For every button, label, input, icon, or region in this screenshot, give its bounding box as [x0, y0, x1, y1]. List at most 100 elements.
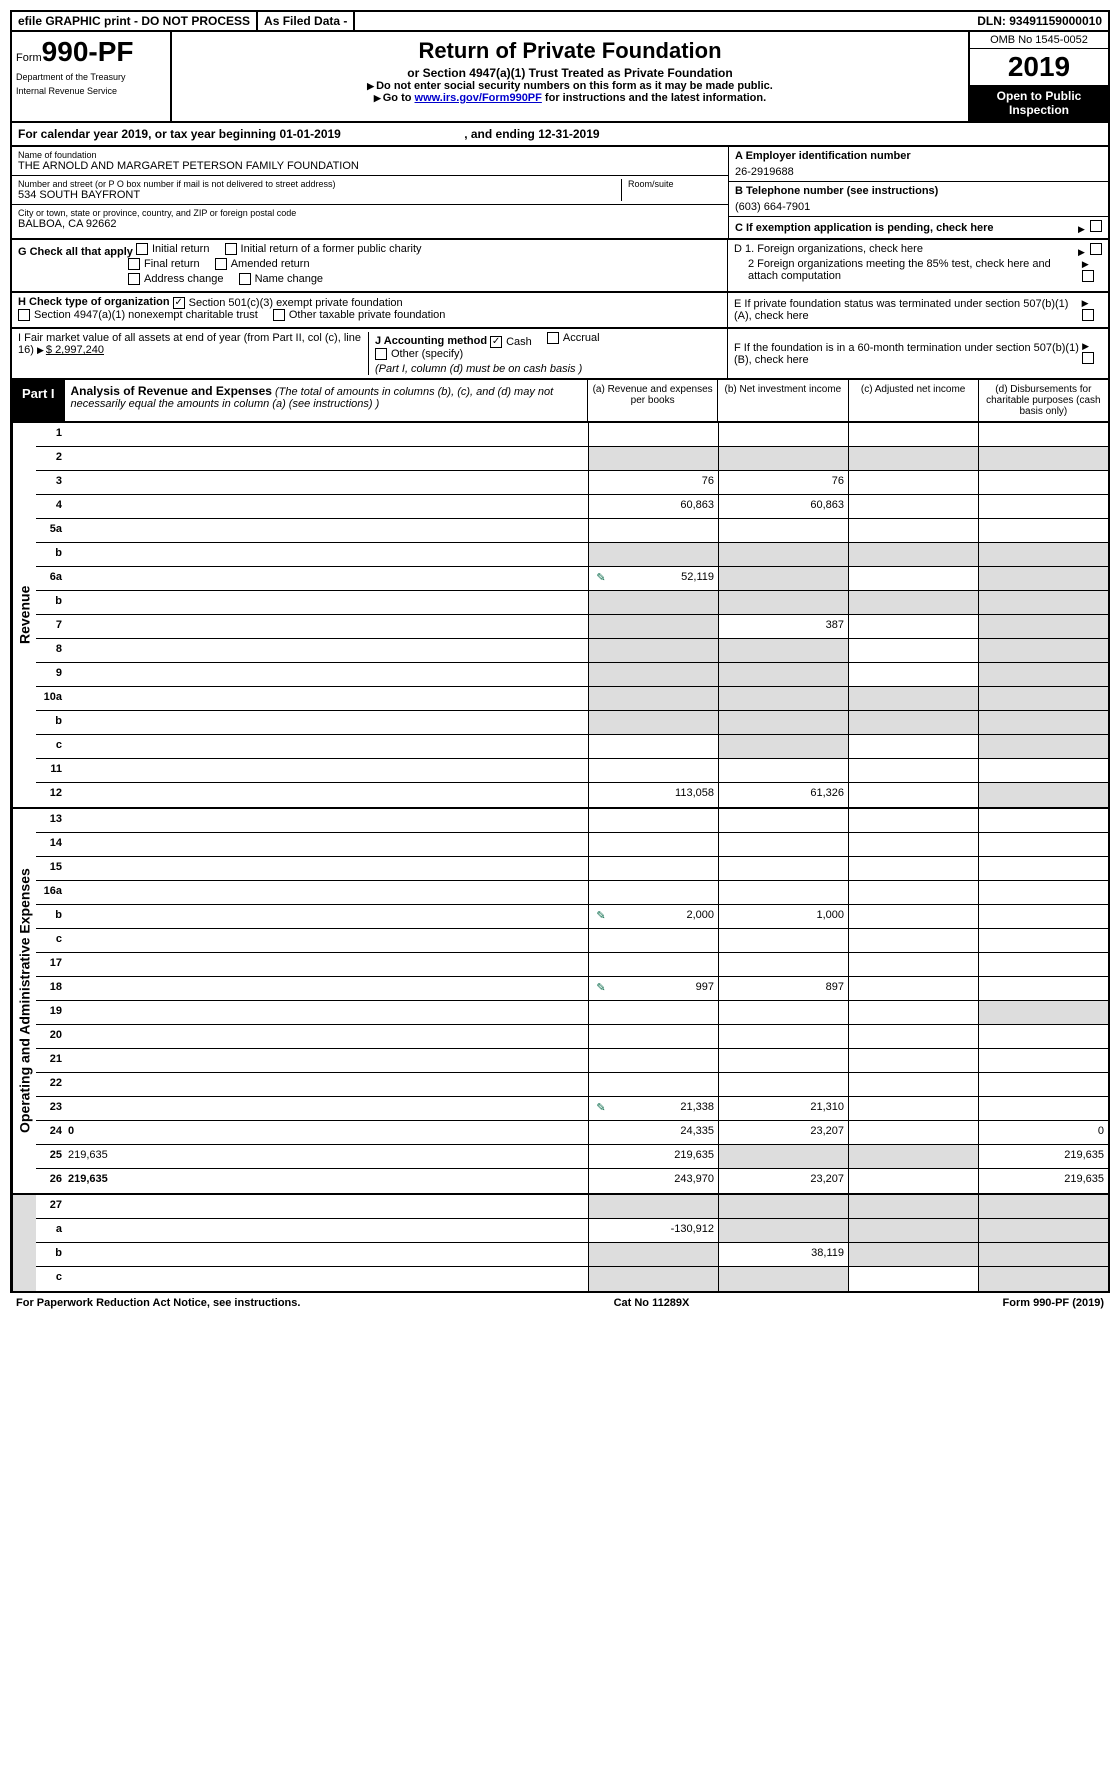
- cell-a: 113,058: [588, 783, 718, 807]
- cell-b: [718, 953, 848, 976]
- cell-b: 61,326: [718, 783, 848, 807]
- cell-d: [978, 615, 1108, 638]
- cell-d: [978, 1267, 1108, 1291]
- row-desc: [66, 735, 588, 758]
- cell-c: [848, 615, 978, 638]
- phone-label: B Telephone number (see instructions): [735, 185, 938, 197]
- cell-d: [978, 1243, 1108, 1266]
- c-label: C If exemption application is pending, c…: [735, 222, 994, 234]
- j-accrual[interactable]: Accrual: [547, 332, 600, 344]
- cell-a: [588, 1195, 718, 1218]
- h-4947[interactable]: Section 4947(a)(1) nonexempt charitable …: [18, 309, 258, 321]
- header-left: Form990-PF Department of the Treasury In…: [12, 32, 172, 121]
- row-desc: 0: [66, 1121, 588, 1144]
- table-row: 7387: [36, 615, 1108, 639]
- col-c: (c) Adjusted net income: [849, 380, 979, 421]
- j-label: J Accounting method: [375, 335, 487, 347]
- row-desc: 219,635: [66, 1145, 588, 1168]
- row-desc: [66, 1219, 588, 1242]
- table-row: 5a: [36, 519, 1108, 543]
- h-501c3[interactable]: ✓Section 501(c)(3) exempt private founda…: [173, 297, 403, 309]
- form-prefix: Form: [16, 52, 42, 64]
- cell-b: [718, 759, 848, 782]
- col-d: (d) Disbursements for charitable purpose…: [979, 380, 1108, 421]
- d1-label: D 1. Foreign organizations, check here: [734, 243, 923, 258]
- attachment-icon[interactable]: ✎: [593, 909, 609, 924]
- info-grid: Name of foundation THE ARNOLD AND MARGAR…: [10, 147, 1110, 240]
- cell-d: [978, 1097, 1108, 1120]
- cell-d: [978, 759, 1108, 782]
- cell-d: [978, 591, 1108, 614]
- cell-b: 21,310: [718, 1097, 848, 1120]
- cell-c: [848, 833, 978, 856]
- row-desc: [66, 663, 588, 686]
- h-other[interactable]: Other taxable private foundation: [273, 309, 446, 321]
- cell-b: [718, 423, 848, 446]
- j-cash[interactable]: ✓Cash: [490, 336, 532, 348]
- table-row: 19: [36, 1001, 1108, 1025]
- irs-link[interactable]: www.irs.gov/Form990PF: [415, 92, 542, 104]
- street-cell: Number and street (or P O box number if …: [12, 176, 728, 205]
- cell-b: 23,207: [718, 1169, 848, 1193]
- cell-b: [718, 1267, 848, 1291]
- cell-b: [718, 591, 848, 614]
- dln-label: DLN: 93491159000010: [971, 12, 1108, 30]
- row-num: 8: [36, 639, 66, 662]
- cell-c: [848, 1195, 978, 1218]
- revenue-section: Revenue 1237676460,86360,8635ab6a✎52,119…: [10, 423, 1110, 809]
- attachment-icon[interactable]: ✎: [593, 1101, 609, 1116]
- table-row: b: [36, 543, 1108, 567]
- attachment-icon[interactable]: ✎: [593, 981, 609, 996]
- cell-b: [718, 1025, 848, 1048]
- table-row: 27: [36, 1195, 1108, 1219]
- row-desc: [66, 543, 588, 566]
- cell-c: [848, 1145, 978, 1168]
- g-initial[interactable]: Initial return: [136, 243, 209, 255]
- row-num: 13: [36, 809, 66, 832]
- row-desc: [66, 423, 588, 446]
- row-num: 5a: [36, 519, 66, 542]
- table-row: c: [36, 735, 1108, 759]
- cell-b: [718, 881, 848, 904]
- j-other[interactable]: Other (specify): [375, 348, 463, 360]
- cell-a: [588, 881, 718, 904]
- attachment-icon[interactable]: ✎: [593, 571, 609, 586]
- cell-c: [848, 1243, 978, 1266]
- cell-b: [718, 929, 848, 952]
- cell-a: [588, 809, 718, 832]
- g-amended[interactable]: Amended return: [215, 258, 310, 270]
- d-cell: D 1. Foreign organizations, check here 2…: [728, 240, 1108, 291]
- row-num: 20: [36, 1025, 66, 1048]
- cell-c: [848, 1001, 978, 1024]
- g-initial-former[interactable]: Initial return of a former public charit…: [225, 243, 422, 255]
- table-row: 10a: [36, 687, 1108, 711]
- g-name[interactable]: Name change: [239, 273, 324, 285]
- row-num: 1: [36, 423, 66, 446]
- row-num: b: [36, 591, 66, 614]
- table-row: 15: [36, 857, 1108, 881]
- table-row: 22: [36, 1073, 1108, 1097]
- part-desc: Analysis of Revenue and Expenses (The to…: [65, 380, 588, 421]
- cell-c: [848, 1025, 978, 1048]
- col-a: (a) Revenue and expenses per books: [588, 380, 718, 421]
- room-label: Room/suite: [628, 179, 722, 189]
- cell-c: [848, 881, 978, 904]
- cell-d: [978, 929, 1108, 952]
- cell-d: 219,635: [978, 1169, 1108, 1193]
- cell-d: [978, 1025, 1108, 1048]
- row-desc: [66, 1195, 588, 1218]
- cell-d: [978, 1049, 1108, 1072]
- cell-c: [848, 663, 978, 686]
- row-desc: [66, 471, 588, 494]
- row-num: 17: [36, 953, 66, 976]
- table-row: c: [36, 929, 1108, 953]
- g-final[interactable]: Final return: [128, 258, 200, 270]
- row-num: 19: [36, 1001, 66, 1024]
- bottom-section: 27a-130,912b38,119c: [10, 1195, 1110, 1293]
- cell-b: [718, 567, 848, 590]
- part-tag: Part I: [12, 380, 65, 421]
- f-label: F If the foundation is in a 60-month ter…: [734, 342, 1082, 366]
- phone-value: (603) 664-7901: [735, 201, 1102, 213]
- row-desc: [66, 639, 588, 662]
- g-address[interactable]: Address change: [128, 273, 224, 285]
